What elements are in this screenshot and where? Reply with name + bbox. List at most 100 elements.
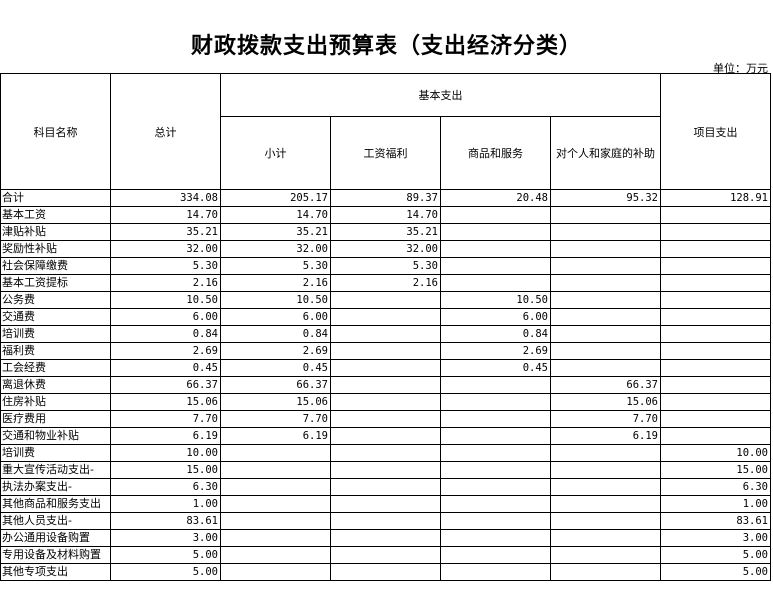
cell-subtotal [220, 529, 331, 547]
cell-salary [330, 291, 441, 309]
cell-household [550, 342, 661, 360]
header-project: 项目支出 [660, 73, 771, 190]
cell-name: 交通和物业补贴 [0, 427, 111, 445]
cell-total: 66.37 [110, 376, 221, 394]
cell-household [550, 461, 661, 479]
cell-subtotal: 35.21 [220, 223, 331, 241]
cell-name: 执法办案支出- [0, 478, 111, 496]
cell-project: 5.00 [660, 563, 771, 581]
cell-total: 6.30 [110, 478, 221, 496]
cell-household [550, 206, 661, 224]
cell-total: 10.50 [110, 291, 221, 309]
table-row: 交通和物业补贴 6.19 6.19 6.19 [0, 427, 771, 445]
cell-goods [440, 546, 551, 564]
cell-household: 15.06 [550, 393, 661, 411]
cell-project [660, 223, 771, 241]
table-row: 执法办案支出- 6.30 6.30 [0, 478, 771, 496]
table-row: 工会经费 0.45 0.45 0.45 [0, 359, 771, 377]
cell-goods [440, 478, 551, 496]
cell-name: 基本工资提标 [0, 274, 111, 292]
cell-salary [330, 461, 441, 479]
cell-total: 1.00 [110, 495, 221, 513]
table-row: 培训费 10.00 10.00 [0, 444, 771, 462]
cell-project [660, 240, 771, 258]
cell-goods: 0.45 [440, 359, 551, 377]
cell-salary [330, 444, 441, 462]
header-salary: 工资福利 [330, 116, 441, 190]
cell-salary [330, 393, 441, 411]
cell-name: 重大宣传活动支出- [0, 461, 111, 479]
cell-name: 津贴补贴 [0, 223, 111, 241]
cell-subtotal [220, 495, 331, 513]
cell-household: 95.32 [550, 189, 661, 207]
cell-total: 6.19 [110, 427, 221, 445]
cell-name: 办公通用设备购置 [0, 529, 111, 547]
cell-subtotal: 0.45 [220, 359, 331, 377]
cell-salary [330, 410, 441, 428]
header-household: 对个人和家庭的补助 [550, 116, 661, 190]
cell-household [550, 563, 661, 581]
table-row: 住房补贴 15.06 15.06 15.06 [0, 393, 771, 411]
cell-salary [330, 376, 441, 394]
cell-name: 基本工资 [0, 206, 111, 224]
cell-salary [330, 342, 441, 360]
cell-subtotal: 2.69 [220, 342, 331, 360]
cell-total: 35.21 [110, 223, 221, 241]
cell-goods [440, 410, 551, 428]
cell-goods: 0.84 [440, 325, 551, 343]
cell-total: 0.84 [110, 325, 221, 343]
cell-name: 福利费 [0, 342, 111, 360]
cell-household [550, 512, 661, 530]
cell-project [660, 308, 771, 326]
cell-project [660, 410, 771, 428]
cell-project [660, 376, 771, 394]
cell-subtotal: 7.70 [220, 410, 331, 428]
cell-goods [440, 427, 551, 445]
cell-salary [330, 478, 441, 496]
cell-subtotal: 14.70 [220, 206, 331, 224]
cell-subtotal [220, 478, 331, 496]
cell-project [660, 257, 771, 275]
table-row: 其他商品和服务支出 1.00 1.00 [0, 495, 771, 513]
cell-goods [440, 274, 551, 292]
table-row: 离退休费 66.37 66.37 66.37 [0, 376, 771, 394]
table-row: 社会保障缴费 5.30 5.30 5.30 [0, 257, 771, 275]
cell-household [550, 529, 661, 547]
cell-project: 6.30 [660, 478, 771, 496]
cell-project: 10.00 [660, 444, 771, 462]
cell-goods [440, 223, 551, 241]
cell-goods [440, 240, 551, 258]
cell-salary [330, 308, 441, 326]
unit-label: 单位：万元 [713, 62, 768, 75]
cell-salary [330, 529, 441, 547]
table-row: 其他专项支出 5.00 5.00 [0, 563, 771, 581]
cell-name: 奖励性补贴 [0, 240, 111, 258]
cell-household [550, 308, 661, 326]
cell-project [660, 342, 771, 360]
cell-household: 6.19 [550, 427, 661, 445]
cell-household [550, 325, 661, 343]
cell-project: 128.91 [660, 189, 771, 207]
header-basic: 基本支出 [220, 73, 661, 117]
cell-project [660, 206, 771, 224]
table-row: 医疗费用 7.70 7.70 7.70 [0, 410, 771, 428]
cell-total: 334.08 [110, 189, 221, 207]
table-row: 基本工资 14.70 14.70 14.70 [0, 206, 771, 224]
cell-total: 5.00 [110, 546, 221, 564]
table-row: 其他人员支出- 83.61 83.61 [0, 512, 771, 530]
cell-household: 66.37 [550, 376, 661, 394]
cell-goods: 6.00 [440, 308, 551, 326]
cell-name: 其他人员支出- [0, 512, 111, 530]
cell-name: 培训费 [0, 325, 111, 343]
cell-project: 5.00 [660, 546, 771, 564]
cell-salary: 2.16 [330, 274, 441, 292]
cell-salary [330, 359, 441, 377]
cell-total: 15.00 [110, 461, 221, 479]
cell-project: 1.00 [660, 495, 771, 513]
cell-subtotal: 2.16 [220, 274, 331, 292]
table-row: 津贴补贴 35.21 35.21 35.21 [0, 223, 771, 241]
cell-goods [440, 529, 551, 547]
header-goods: 商品和服务 [440, 116, 551, 190]
table-row: 奖励性补贴 32.00 32.00 32.00 [0, 240, 771, 258]
cell-subtotal: 10.50 [220, 291, 331, 309]
